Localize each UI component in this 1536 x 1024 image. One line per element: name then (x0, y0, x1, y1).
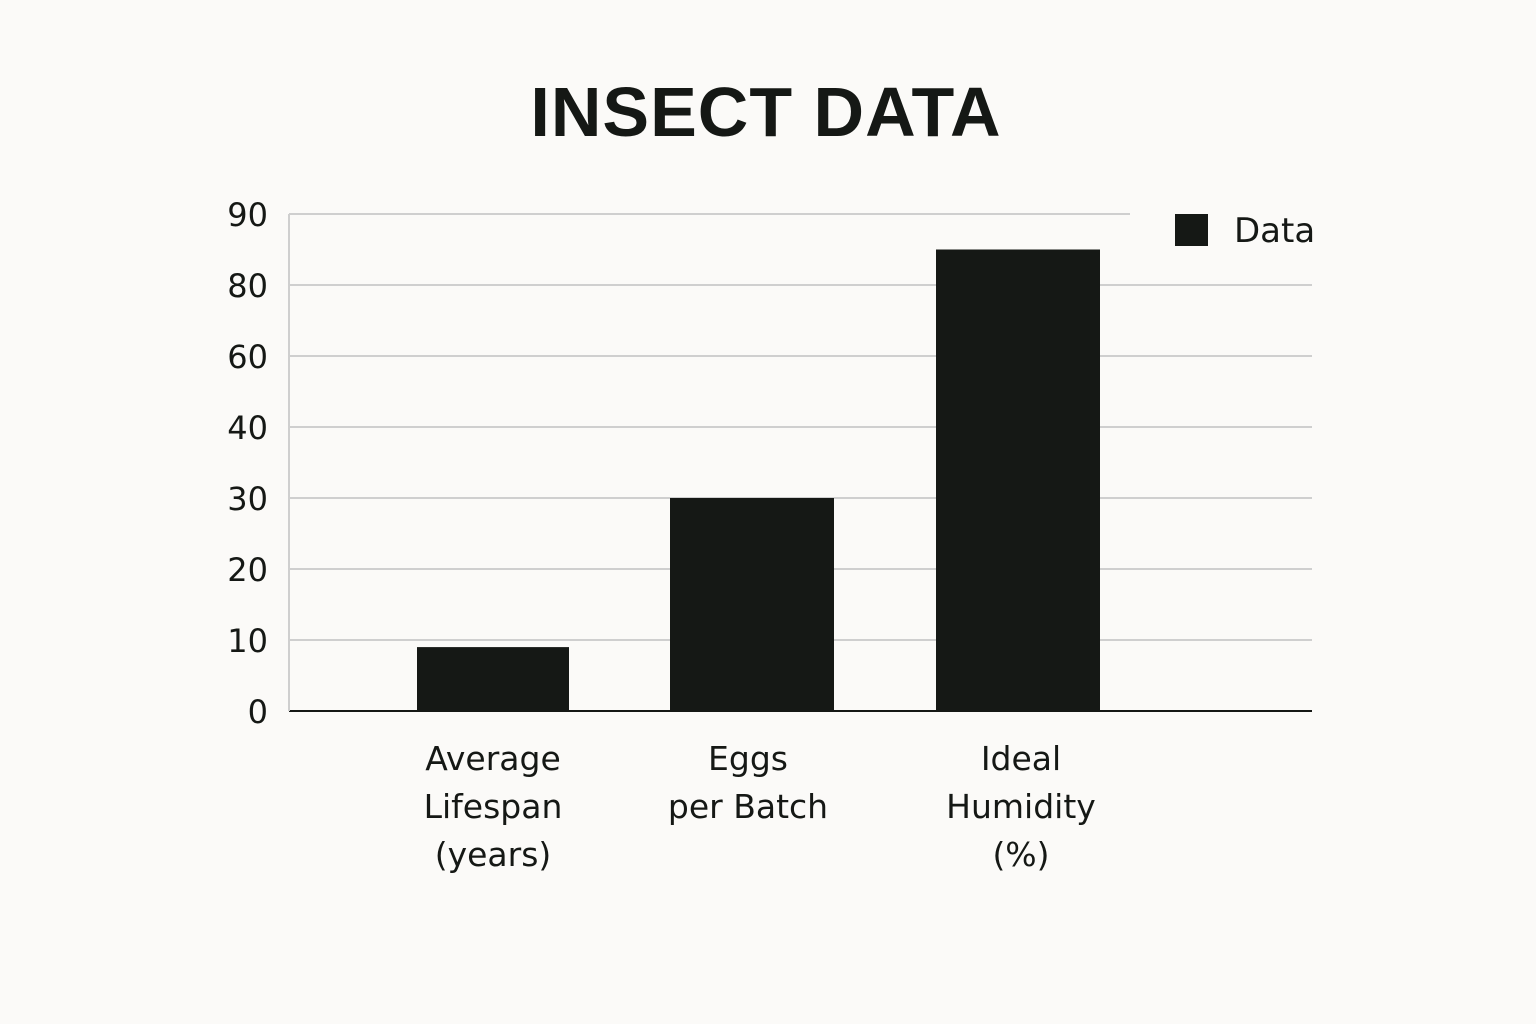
x-category-label: Average Lifespan (years) (424, 739, 563, 874)
bars (417, 249, 1100, 711)
x-category-label-line: Humidity (946, 787, 1096, 826)
x-category-label: Ideal Humidity (%) (946, 739, 1096, 874)
y-tick-label: 60 (227, 338, 268, 376)
x-category-label-line: (years) (435, 835, 552, 874)
bar (936, 249, 1100, 711)
y-tick-label: 30 (227, 480, 268, 518)
x-category-label-line: (%) (992, 835, 1049, 874)
y-tick-label: 80 (227, 267, 268, 305)
y-tick-label: 10 (227, 622, 268, 660)
bar (417, 647, 569, 711)
chart-title: INSECT DATA (530, 73, 1001, 151)
x-axis-category-labels: Average Lifespan (years) Eggs per Batch Ideal… (424, 739, 1096, 874)
y-axis-ticks: 0 10 20 30 40 60 80 90 (227, 196, 268, 731)
legend-label: Data (1234, 211, 1315, 251)
y-tick-label: 90 (227, 196, 268, 234)
x-category-label-line: Ideal (981, 739, 1061, 778)
x-category-label-line: Lifespan (424, 787, 563, 826)
bar (670, 498, 834, 711)
y-tick-label: 0 (248, 693, 268, 731)
y-tick-label: 40 (227, 409, 268, 447)
legend-swatch (1175, 214, 1208, 246)
x-category-label-line: Average (425, 739, 561, 778)
x-category-label: Eggs per Batch (668, 739, 828, 826)
legend: Data (1175, 211, 1315, 251)
x-category-label-line: Eggs (708, 739, 788, 778)
y-tick-label: 20 (227, 551, 268, 589)
x-category-label-line: per Batch (668, 787, 828, 826)
